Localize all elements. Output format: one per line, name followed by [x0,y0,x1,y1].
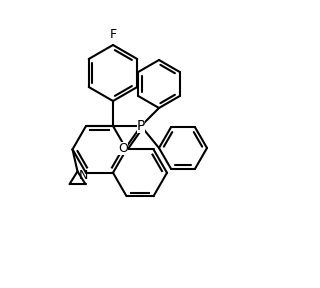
Text: P: P [137,119,145,133]
Text: N: N [78,169,88,182]
Text: F: F [109,28,116,41]
Text: O: O [118,141,128,154]
